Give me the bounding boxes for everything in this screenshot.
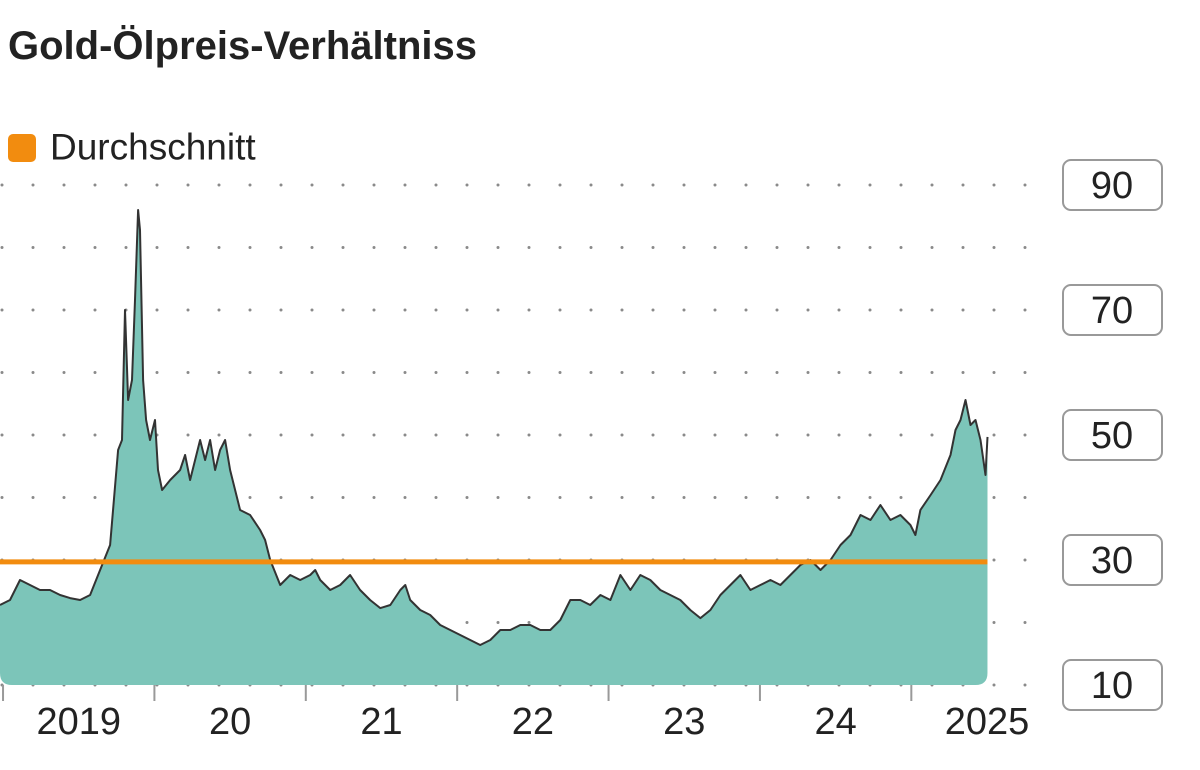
x-tick-label: 21 bbox=[360, 701, 402, 743]
y-tick-box bbox=[1062, 409, 1163, 461]
y-tick-label: 30 bbox=[1091, 540, 1133, 582]
line bbox=[0, 209, 989, 646]
x-tick-label: 24 bbox=[814, 701, 856, 743]
y-tick-label: 70 bbox=[1091, 290, 1133, 332]
y-tick-box bbox=[1062, 284, 1163, 336]
y-tick-label: 50 bbox=[1091, 415, 1133, 457]
x-tick-label: 2025 bbox=[945, 701, 1030, 743]
legend-swatch bbox=[8, 134, 36, 162]
x-tick-label: 20 bbox=[209, 701, 251, 743]
x-tick-label: 2019 bbox=[36, 701, 121, 743]
y-tick-label: 90 bbox=[1091, 165, 1133, 207]
y-tick-label: 10 bbox=[1091, 665, 1133, 707]
legend: Durchschnitt bbox=[8, 127, 256, 168]
area bbox=[0, 210, 988, 685]
x-tick-label: 23 bbox=[663, 701, 705, 743]
y-tick-box bbox=[1062, 659, 1163, 711]
legend-label: Durchschnitt bbox=[50, 127, 256, 168]
chart-title: Gold-Ölpreis-Verhältniss bbox=[8, 23, 477, 68]
y-tick-box bbox=[1062, 159, 1163, 211]
x-tick-label: 22 bbox=[512, 701, 554, 743]
y-tick-box bbox=[1062, 534, 1163, 586]
